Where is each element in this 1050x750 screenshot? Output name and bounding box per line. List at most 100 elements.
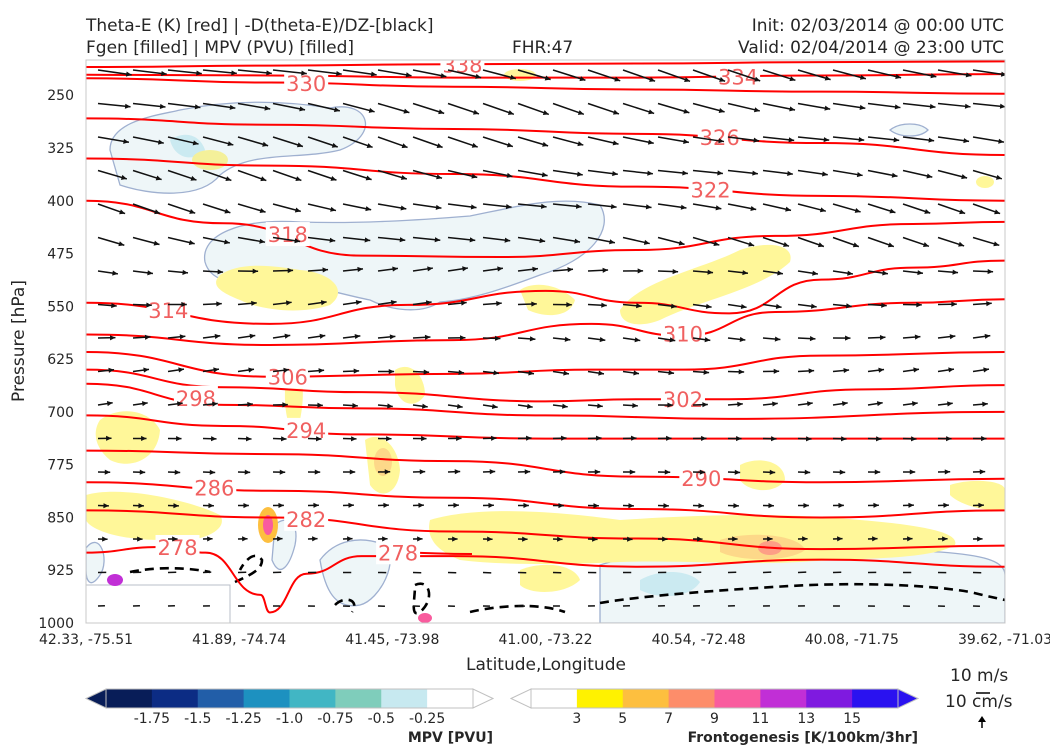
wind-vector-head [846, 303, 852, 309]
x-tick-label: 42.33, -75.51 [39, 632, 133, 648]
wind-vector-head [368, 107, 375, 113]
wind-vector-head [189, 209, 196, 214]
wind-vector-head [331, 142, 338, 148]
wind-vector-head [772, 401, 778, 407]
wind-vector-head [384, 469, 391, 475]
wind-vector-head [917, 270, 923, 276]
wind-vector-head [769, 469, 776, 475]
wind-vector [482, 69, 517, 80]
wind-vector-head [509, 74, 516, 80]
wind-vector [972, 69, 1005, 76]
wind-vector-head [994, 209, 1001, 215]
wind-vector-head [748, 241, 755, 247]
wind-vector-head [612, 171, 618, 177]
wind-vector-head [249, 333, 256, 339]
wind-vector-head [532, 266, 538, 272]
isentrope-294 [86, 414, 1005, 440]
wind-vector-head [732, 536, 738, 542]
wind-vector-head [559, 469, 566, 475]
wind-vector-head [382, 536, 388, 542]
wind-vector-head [354, 333, 361, 340]
wind-vector-head [347, 536, 353, 542]
wind-vector-head [119, 209, 126, 215]
wind-vector-head [231, 70, 237, 76]
wind-vector-head [209, 469, 216, 475]
isentrope-label-bg [716, 64, 761, 89]
wind-vector-head [294, 238, 301, 244]
wind-vector [307, 69, 342, 75]
wind-vector-head [774, 336, 781, 342]
wind-vector-head [734, 469, 741, 475]
wind-vector-head [672, 269, 679, 275]
wind-vector-head [822, 171, 828, 177]
wind-vector-head [252, 268, 259, 274]
wind-vector-head [266, 70, 272, 76]
wind-vector-head [436, 143, 443, 148]
wind-vector-head [984, 333, 991, 339]
isentrope-290 [86, 449, 1005, 484]
wind-vector-head [808, 368, 815, 374]
wind-vector [202, 102, 236, 109]
wind-vector-head [317, 402, 323, 408]
isentrope-302 [86, 368, 1005, 403]
wind-vector-head [279, 469, 286, 475]
wind-vector [797, 69, 831, 81]
isentrope-label-bg [688, 177, 733, 202]
y-tick-label: 550 [47, 299, 74, 315]
wind-vector-head [894, 104, 901, 110]
wind-vector-head [282, 402, 288, 408]
wind-vector-head [647, 139, 654, 145]
wind-vector-head [887, 242, 894, 248]
wind-vector [902, 69, 937, 78]
isentrope-label: 278 [378, 541, 418, 565]
wind-vector-head [295, 176, 302, 182]
plot-frame [85, 59, 1006, 624]
wind-vector-head [733, 503, 739, 509]
wind-vector-head [196, 70, 202, 76]
wind-vector-head [597, 403, 603, 409]
isentrope-label-bg [284, 417, 329, 442]
colorbar-tick-label: -0.5 [368, 711, 395, 727]
wind-vector [867, 69, 902, 79]
wind-vector-head [702, 402, 708, 408]
colorbar-swatch [243, 689, 290, 708]
wind-vector [832, 102, 866, 109]
wind-vector-head [522, 536, 528, 542]
fgen-colorbar-label: Frontogenesis [K/100km/3hr] [688, 730, 918, 746]
isentrope-label-bg [173, 385, 218, 410]
isentrope-label-bg [192, 475, 237, 500]
wind-vector-head [753, 107, 760, 113]
wind-vector-head [787, 170, 793, 177]
wind-vector-head [858, 137, 865, 143]
colorbar-tick-label: -0.25 [409, 711, 445, 727]
wind-vector [517, 69, 551, 81]
wind-vector-head [1000, 71, 1005, 77]
wind-vector-head [118, 241, 125, 247]
wind-vector-head [601, 302, 607, 308]
colorbar-frame [530, 688, 899, 709]
y-tick-label: 850 [47, 510, 74, 526]
colorbar-tick-label: 5 [618, 711, 627, 727]
wind-vector-head [351, 436, 357, 442]
wind-vector-head [683, 108, 690, 114]
wind-vector-head [471, 173, 478, 179]
wind-vector [937, 69, 972, 77]
wind-vector-head [634, 337, 641, 343]
wind-vector-head [539, 238, 546, 244]
wind-vector [552, 102, 585, 116]
wind-vector-head [541, 172, 548, 178]
wind-vector-head [684, 77, 691, 82]
wind-vector-head [873, 502, 879, 508]
wind-vector-head [294, 207, 301, 213]
isentrope-330 [86, 77, 1005, 95]
wind-vector-head [881, 302, 887, 308]
colorbar-swatch [622, 689, 670, 708]
wind-vector-head [177, 401, 183, 407]
wind-vector-head [452, 536, 458, 542]
wind-key-horizontal: 10 m/s [950, 666, 1008, 686]
wind-vector-head [124, 103, 131, 109]
wind-vector-head [155, 175, 162, 181]
wind-vector [867, 102, 901, 109]
wind-vector-head [493, 370, 500, 376]
wind-vector-head [251, 300, 257, 306]
